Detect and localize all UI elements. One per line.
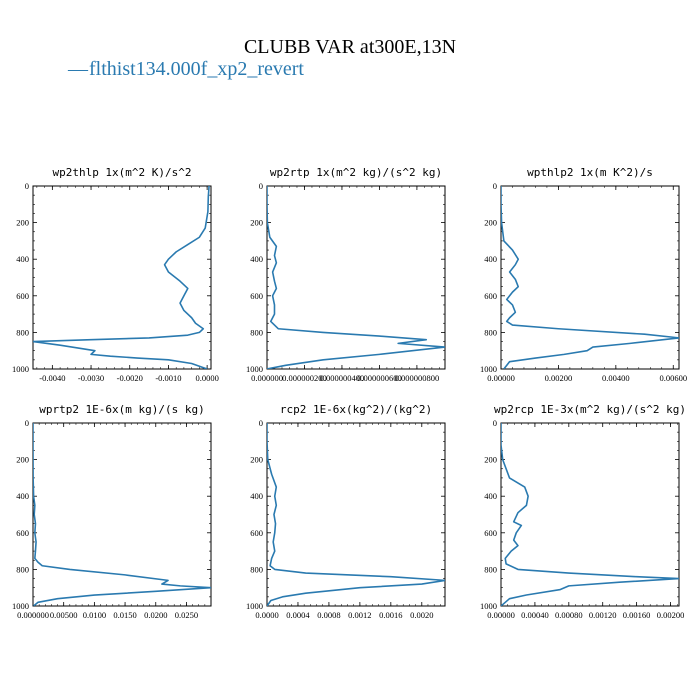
y-tick-label: 800 — [484, 564, 497, 574]
legend-label: flthist134.000f_xp2_revert — [89, 58, 304, 80]
x-tick-label: 0.00080 — [555, 610, 583, 620]
x-tick-label: -0.0020 — [117, 373, 143, 383]
x-tick-label: 0.0150 — [113, 610, 136, 620]
series-line — [33, 186, 210, 369]
x-tick-label: 0.0004 — [286, 610, 310, 620]
y-tick-label: 0 — [493, 418, 497, 428]
plot-frame — [32, 422, 212, 607]
panel-title: wprtp2 1E-6x(m kg)/(s kg) — [39, 403, 205, 416]
x-tick-label: 0.00160 — [623, 610, 651, 620]
x-tick-label: 0.00600 — [659, 373, 687, 383]
x-tick-label: 0.0016 — [379, 610, 402, 620]
y-tick-label: 1000 — [480, 601, 497, 611]
x-tick-label: 0.00000 — [487, 610, 515, 620]
y-tick-label: 400 — [250, 254, 263, 264]
x-tick-label: 0.000000800 — [395, 373, 440, 383]
y-tick-label: 200 — [250, 455, 263, 465]
y-tick-label: 600 — [16, 528, 29, 538]
y-tick-label: 400 — [16, 491, 29, 501]
series-line — [267, 423, 445, 606]
y-tick-label: 600 — [250, 291, 263, 301]
x-tick-label: 0.0012 — [348, 610, 371, 620]
y-tick-label: 800 — [484, 327, 497, 337]
y-tick-label: 800 — [16, 564, 29, 574]
series-line — [501, 186, 679, 369]
x-tick-label: 0.0008 — [317, 610, 340, 620]
plot-frame — [32, 185, 212, 370]
y-tick-label: 0 — [259, 181, 263, 191]
legend: — flthist134.000f_xp2_revert — [67, 58, 304, 80]
x-tick-label: 0.0000 — [195, 373, 218, 383]
y-tick-label: 600 — [250, 528, 263, 538]
y-tick-label: 800 — [250, 327, 263, 337]
y-tick-label: 1000 — [246, 601, 263, 611]
y-tick-label: 600 — [484, 528, 497, 538]
y-tick-label: 400 — [484, 254, 497, 264]
x-tick-label: 0.000000 — [17, 610, 49, 620]
y-tick-label: 1000 — [246, 364, 263, 374]
y-tick-label: 200 — [250, 218, 263, 228]
x-tick-label: 0.0250 — [175, 610, 198, 620]
series-line — [33, 423, 211, 606]
series-line — [501, 423, 679, 606]
x-tick-label: -0.0030 — [78, 373, 104, 383]
y-tick-label: 600 — [484, 291, 497, 301]
y-tick-label: 400 — [250, 491, 263, 501]
panel-6: wp2rcp 1E-3x(m^2 kg)/(s^2 kg) 0 200 400 600 8… — [480, 403, 686, 620]
panel-title: wp2thlp 1x(m^2 K)/s^2 — [52, 166, 191, 179]
figure-title: CLUBB VAR at300E,13N — [244, 36, 456, 58]
panels: wp2thlp 1x(m^2 K)/s^2 0 200 400 600 800 1000 -0… — [12, 166, 687, 620]
panel-title: rcp2 1E-6x(kg^2)/(kg^2) — [280, 403, 432, 416]
y-tick-label: 200 — [16, 218, 29, 228]
x-tick-label: 0.00500 — [50, 610, 78, 620]
y-tick-label: 1000 — [12, 364, 29, 374]
x-tick-label: -0.0010 — [155, 373, 181, 383]
x-tick-label: 0.000000200 — [282, 373, 327, 383]
x-tick-label: 0.0000 — [255, 610, 278, 620]
panel-3: wpthlp2 1x(m K^2)/s020040060080010000.00… — [480, 166, 687, 383]
panel-2: wp2rtp 1x(m^2 kg)/(s^2 kg) 0 200 400 600 800 1… — [246, 166, 446, 383]
x-tick-label: 0.00200 — [545, 373, 573, 383]
y-tick-label: 0 — [259, 418, 263, 428]
x-tick-label: -0.0040 — [39, 373, 65, 383]
x-tick-label: 0.000000400 — [320, 373, 365, 383]
panel-title: wpthlp2 1x(m K^2)/s — [527, 166, 653, 179]
y-tick-label: 400 — [16, 254, 29, 264]
y-tick-label: 200 — [484, 455, 497, 465]
y-tick-label: 0 — [25, 181, 29, 191]
y-tick-label: 800 — [16, 327, 29, 337]
panel-4: wprtp2 1E-6x(m kg)/(s kg) 0 200 400 600 800 10… — [12, 403, 212, 620]
panel-title: wp2rtp 1x(m^2 kg)/(s^2 kg) — [270, 166, 442, 179]
series-line — [267, 186, 445, 369]
y-tick-label: 0 — [493, 181, 497, 191]
y-tick-label: 1000 — [12, 601, 29, 611]
x-tick-label: 0.0020 — [410, 610, 433, 620]
x-tick-label: 0.0200 — [144, 610, 167, 620]
x-tick-label: 0.00400 — [602, 373, 630, 383]
y-tick-label: 800 — [250, 564, 263, 574]
x-tick-label: 0.0100 — [83, 610, 106, 620]
y-tick-label: 0 — [25, 418, 29, 428]
x-tick-label: 0.00120 — [589, 610, 617, 620]
x-tick-label: 0.00040 — [521, 610, 549, 620]
x-tick-label: 0.000000600 — [357, 373, 402, 383]
y-tick-label: 200 — [484, 218, 497, 228]
x-tick-label: 0.000000 — [251, 373, 283, 383]
y-tick-label: 200 — [16, 455, 29, 465]
y-tick-label: 600 — [16, 291, 29, 301]
panel-title: wp2rcp 1E-3x(m^2 kg)/(s^2 kg) — [494, 403, 686, 416]
legend-marker: — — [67, 58, 89, 80]
x-tick-label: 0.00000 — [487, 373, 515, 383]
panel-1: wp2thlp 1x(m^2 K)/s^2 0 200 400 600 800 1000 -0… — [12, 166, 219, 383]
plot-frame — [500, 422, 680, 607]
y-tick-label: 400 — [484, 491, 497, 501]
panel-5: rcp2 1E-6x(kg^2)/(kg^2) 0 200 400 600 800 1000… — [246, 403, 446, 620]
y-tick-label: 1000 — [480, 364, 497, 374]
x-tick-label: 0.00200 — [657, 610, 685, 620]
